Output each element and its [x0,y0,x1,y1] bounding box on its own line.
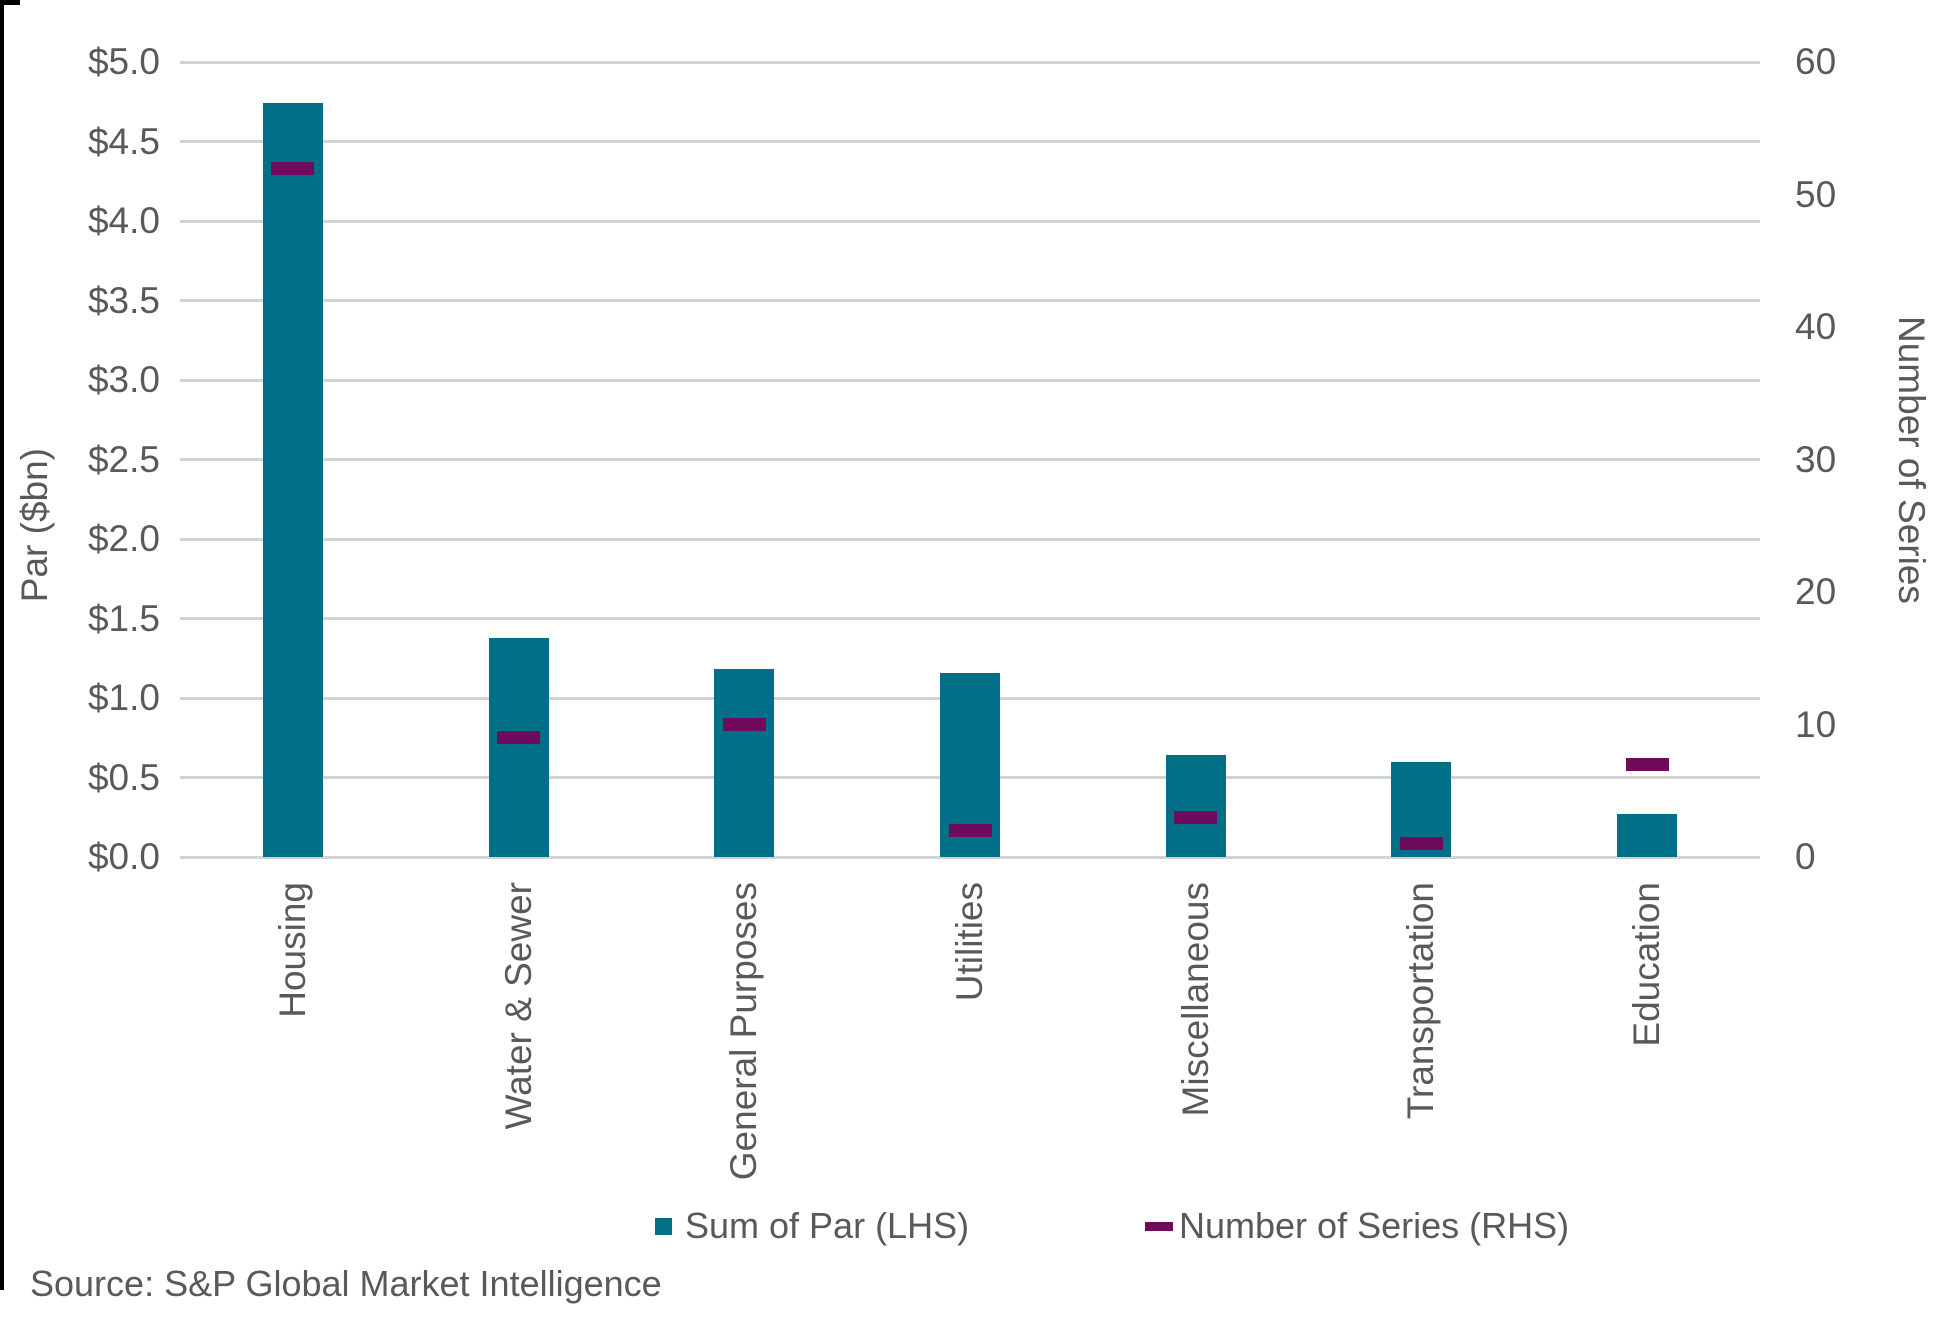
right-axis-title: Number of Series [1891,316,1932,604]
category-label: General Purposes [723,882,765,1181]
left-axis-tick-label: $1.0 [87,677,160,718]
gridline [180,537,1760,541]
gridline [180,617,1760,620]
left-axis-tick-label: $3.5 [87,279,160,321]
dash [271,161,315,175]
bar [1165,755,1226,857]
gridline [180,458,1760,461]
left-axis-tick-label: $1.5 [87,597,160,639]
right-axis-tick-label: 60 [1795,41,1837,82]
source-note: Source: S&P Global Market Intelligence [30,1263,662,1304]
bar [714,669,775,857]
right-axis-tick-label: 20 [1795,571,1837,612]
legend-label-number-of-series: Number of Series (RHS) [1179,1205,1570,1246]
gridline [180,378,1760,382]
category-label: Water & Sewer [497,882,539,1130]
dash [1399,837,1443,851]
right-axis-tick-label: 50 [1795,173,1837,215]
left-axis-tick-label: $4.0 [87,200,160,241]
gridline [180,60,1760,64]
category-label: Miscellaneous [1174,882,1216,1117]
legend-bar-marker-icon [655,1217,672,1235]
dash [948,824,992,837]
left-axis-tick-label: $2.5 [87,438,160,480]
right-axis-tick-label: 30 [1795,438,1837,480]
gridline [180,219,1760,223]
bar [262,103,323,857]
left-axis-title: Par ($bn) [14,448,55,603]
left-axis-tick-label: $5.0 [87,41,160,82]
dash [497,731,541,745]
right-axis-tick-label: 10 [1795,703,1837,745]
gridline [180,140,1760,143]
category-label: Education [1626,882,1668,1047]
dash [722,718,766,731]
bar [488,637,549,857]
category-label: Utilities [949,882,990,1002]
left-axis-tick-label: $0.5 [87,756,160,798]
right-axis-tick-label: 0 [1795,836,1816,877]
gridline [180,299,1760,302]
dash [1625,757,1669,771]
legend-item-sum-of-par: Sum of Par (LHS) [655,1203,969,1249]
left-axis-tick-label: $4.5 [87,120,160,162]
dash [1174,810,1218,824]
left-axis-tick-label: $3.0 [87,359,160,400]
legend-dash-marker-icon [1145,1221,1173,1231]
legend-label-sum-of-par: Sum of Par (LHS) [685,1205,970,1246]
window-top-edge [0,0,20,5]
right-axis-tick-label: 40 [1795,306,1837,347]
left-axis-tick-label: $2.0 [87,518,160,559]
legend-item-number-of-series: Number of Series (RHS) [1145,1203,1569,1249]
category-label: Transportation [1400,882,1442,1120]
window-left-edge [0,2,4,1290]
bar [1617,814,1678,857]
gridline [180,855,1760,859]
category-label: Housing [271,882,313,1018]
left-axis-tick-label: $0.0 [87,836,160,877]
